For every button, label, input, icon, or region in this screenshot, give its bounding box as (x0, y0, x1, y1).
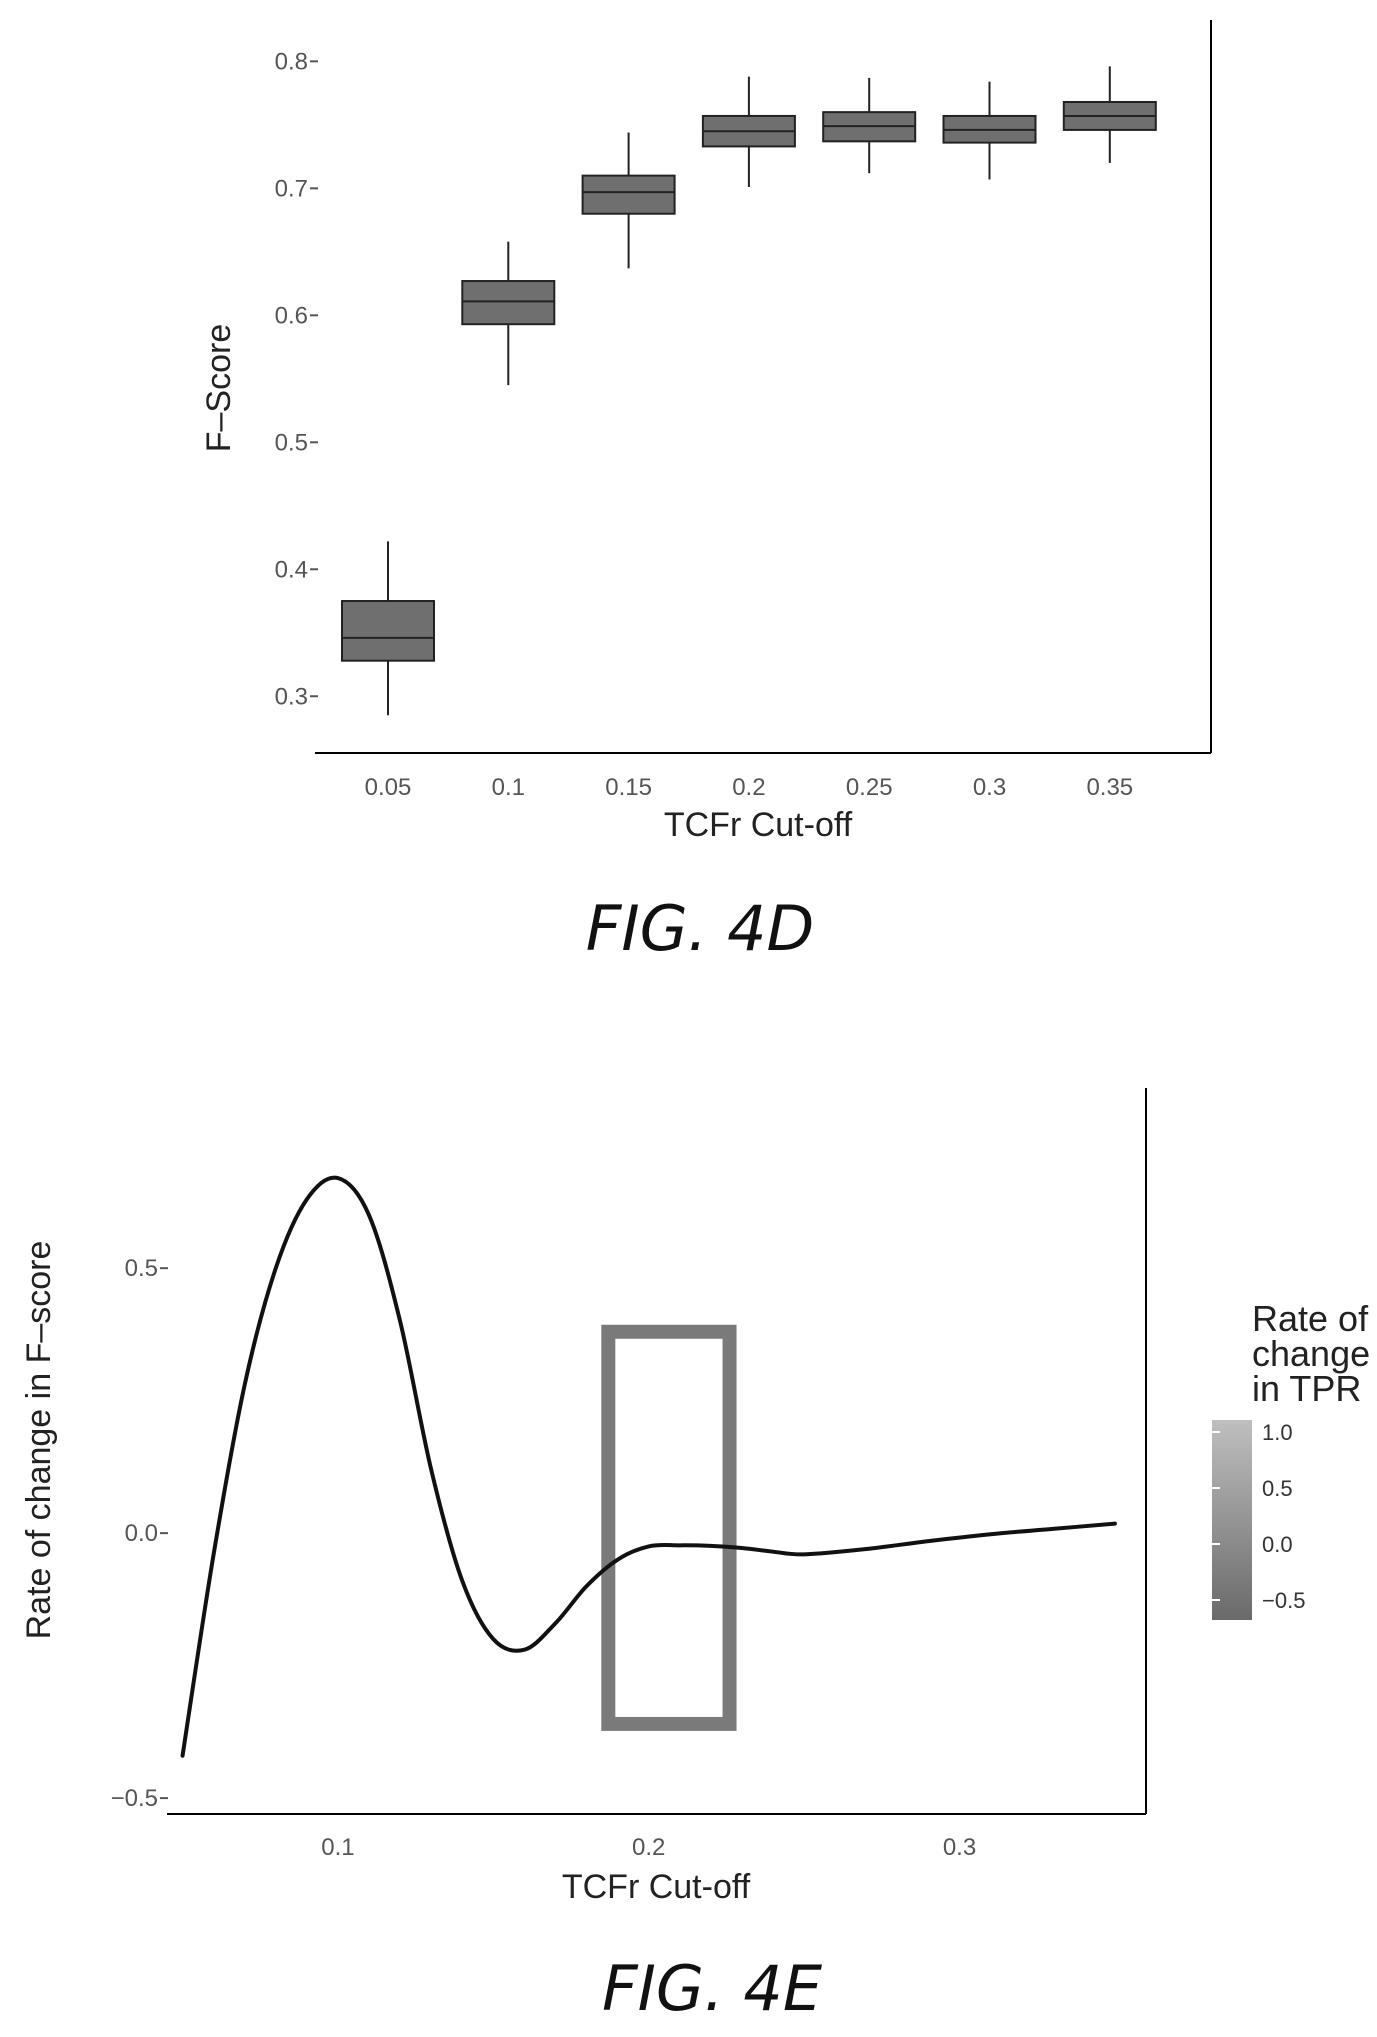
figure-caption-4d: FIG. 4D (586, 892, 815, 965)
y-tick-label: 0.5 (125, 1255, 158, 1282)
legend-tick-label: −0.5 (1262, 1588, 1305, 1613)
x-tick-label: 0.2 (632, 1834, 665, 1861)
x-tick-label: 0.05 (365, 774, 412, 801)
y-axis-title: Rate of change in F–score (20, 1241, 58, 1640)
series-line (180, 1175, 1117, 1758)
f-score-rate-linechart: −0.5 0.0 0.5 0.1 0.2 0.3 Rate of change in F… (20, 1088, 1147, 1906)
figure-caption-4e: FIG. 4E (602, 1952, 823, 2025)
x-tick-label: 0.2 (732, 774, 765, 801)
x-axis-title: TCFr Cut-off (664, 806, 853, 844)
x-tick-label: 0.25 (846, 774, 893, 801)
x-tick-label: 0.3 (943, 1834, 976, 1861)
legend-colorbar (1212, 1420, 1252, 1620)
legend-tick-label: 0.0 (1262, 1532, 1293, 1557)
y-tick-label: 0.6 (275, 302, 308, 329)
f-score-boxplot: 0.3 0.4 0.5 0.6 0.7 0.8 0.05 0.1 0.15 0.2 0.25 0.3… (200, 20, 1212, 844)
legend-title-line-1: Rate of (1252, 1298, 1369, 1339)
y-tick-label: 0.3 (275, 683, 308, 710)
y-tick-label: 0.4 (275, 556, 308, 583)
box-body (581, 174, 676, 215)
x-tick-label: 0.35 (1086, 774, 1133, 801)
y-axis-title: F–Score (200, 324, 238, 453)
x-tick-label: 0.3 (973, 774, 1006, 801)
highlight-box (601, 1324, 737, 1731)
legend-title-line-3: in TPR (1252, 1368, 1361, 1409)
y-tick-label: 0.7 (275, 175, 308, 202)
x-axis-title: TCFr Cut-off (562, 1868, 751, 1906)
legend-title-line-2: change (1252, 1333, 1370, 1374)
y-tick-label: 0.0 (125, 1520, 158, 1547)
y-tick-labels: 0.3 0.4 0.5 0.6 0.7 0.8 (275, 48, 318, 710)
legend: Rate of change in TPR 1.0 0.5 0.0 −0.5 (1212, 1298, 1370, 1620)
x-tick-label: 0.1 (492, 774, 525, 801)
box-body (341, 600, 435, 662)
y-tick-label: 0.5 (275, 429, 308, 456)
boxes (341, 66, 1157, 716)
legend-tick-labels: 1.0 0.5 0.0 −0.5 (1212, 1420, 1305, 1613)
y-tick-label: 0.8 (275, 48, 308, 75)
x-tick-labels: 0.05 0.1 0.15 0.2 0.25 0.3 0.35 (365, 774, 1134, 801)
legend-tick-label: 0.5 (1262, 1476, 1293, 1501)
y-tick-labels: −0.5 0.0 0.5 (111, 1255, 168, 1812)
x-tick-labels: 0.1 0.2 0.3 (321, 1834, 976, 1861)
x-tick-label: 0.15 (605, 774, 652, 801)
x-tick-label: 0.1 (321, 1834, 354, 1861)
box-body (461, 280, 556, 326)
y-tick-label: −0.5 (111, 1785, 158, 1812)
legend-tick-label: 1.0 (1262, 1420, 1293, 1445)
